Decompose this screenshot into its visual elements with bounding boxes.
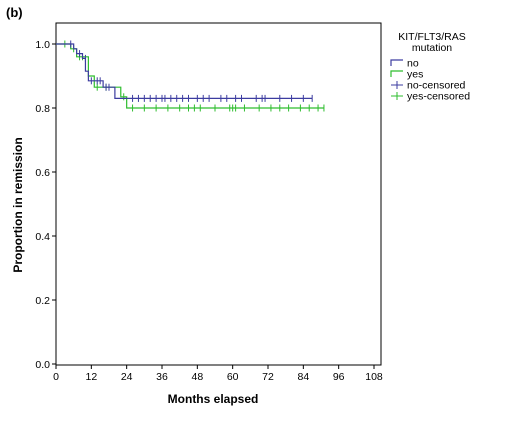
- series-yes-line: [56, 43, 324, 109]
- x-axis-label: Months elapsed: [168, 392, 259, 406]
- y-axis: 0.0 0.2 0.4 0.6 0.8 1.0: [35, 39, 56, 371]
- y-tick-label: 0.8: [35, 103, 50, 115]
- x-tick-label: 0: [53, 371, 59, 383]
- series-no-line: [56, 43, 313, 99]
- x-tick-label: 36: [156, 371, 168, 383]
- x-tick-label: 108: [365, 371, 383, 383]
- legend-label: no-censored: [407, 80, 466, 92]
- legend-swatch-no: [390, 59, 403, 66]
- x-tick-label: 60: [227, 371, 239, 383]
- x-tick-label: 96: [333, 371, 345, 383]
- panel-label: (b): [6, 5, 23, 20]
- x-tick-label: 12: [85, 371, 97, 383]
- legend-label: yes: [407, 69, 423, 81]
- y-tick-label: 1.0: [35, 39, 50, 51]
- x-tick-label: 24: [121, 371, 133, 383]
- legend: KIT/FLT3/RAS mutation noyesno-censoredye…: [390, 31, 470, 103]
- legend-swatch-yes: [390, 70, 403, 77]
- plot-frame: [55, 22, 382, 366]
- x-tick-label: 84: [297, 371, 309, 383]
- y-tick-label: 0.4: [35, 231, 50, 243]
- y-axis-label: Proportion in remission: [11, 137, 25, 272]
- series-layer: [56, 40, 325, 112]
- legend-title-line1: KIT/FLT3/RAS: [398, 31, 466, 43]
- x-tick-label: 48: [191, 371, 203, 383]
- legend-label: no: [407, 58, 419, 70]
- plot-border: [55, 22, 382, 366]
- y-tick-label: 0.6: [35, 167, 50, 179]
- y-tick-label: 0.2: [35, 295, 50, 307]
- legend-label: yes-censored: [407, 91, 470, 103]
- x-axis: 0 12 24 36 48 60 72 84 96 108: [53, 365, 383, 383]
- legend-title-line2: mutation: [412, 42, 452, 54]
- x-tick-label: 72: [262, 371, 274, 383]
- y-tick-label: 0.0: [35, 359, 50, 371]
